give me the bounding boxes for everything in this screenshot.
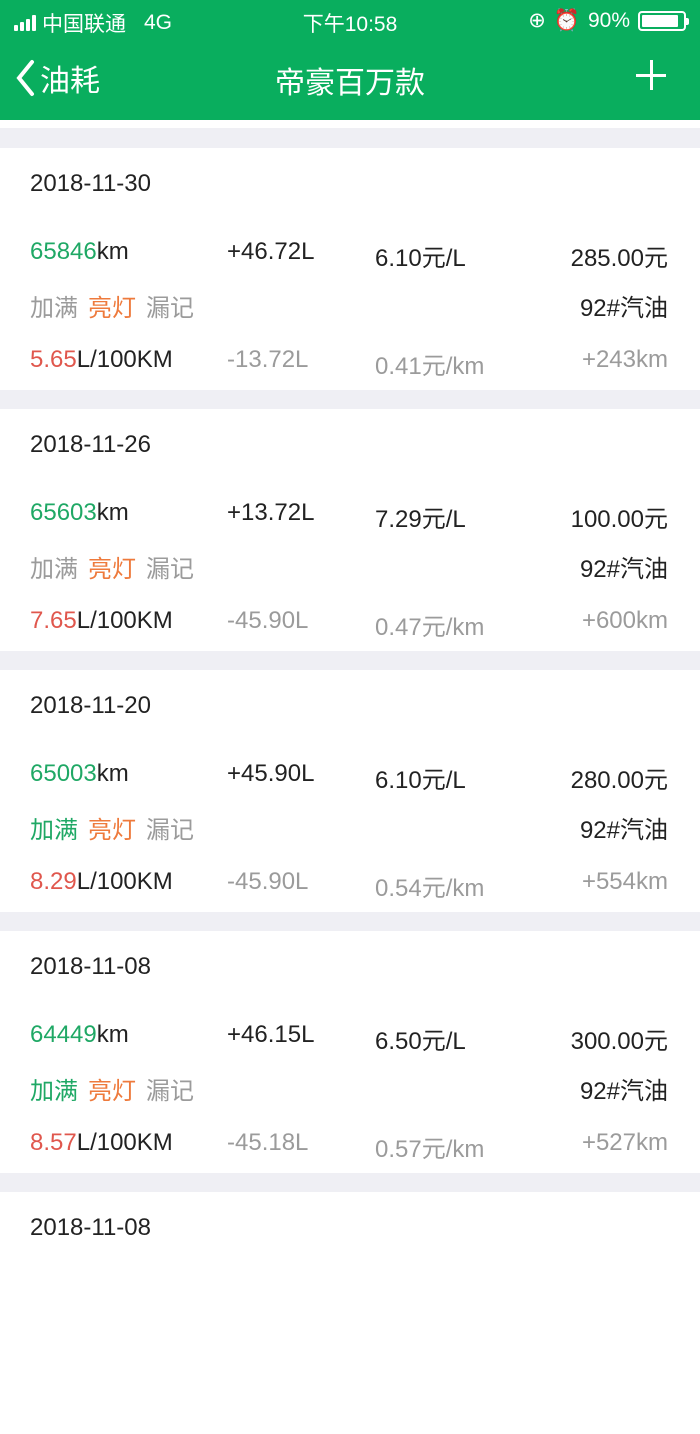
tags: 加满 亮灯 漏记 bbox=[30, 288, 204, 323]
fuel-type: 92#汽油 bbox=[579, 295, 668, 322]
tag-light: 亮灯 bbox=[88, 295, 136, 322]
consumption: 5.65L/100KM bbox=[30, 346, 173, 374]
volume: +45.90L bbox=[227, 760, 315, 787]
record-date: 2018-11-30 bbox=[30, 170, 151, 197]
chevron-left-icon bbox=[16, 60, 34, 96]
divider bbox=[0, 120, 700, 128]
fuel-diff: -13.72L bbox=[227, 346, 309, 373]
fuel-type: 92#汽油 bbox=[579, 817, 668, 844]
fuel-type: 92#汽油 bbox=[579, 556, 668, 583]
distance: +527km bbox=[581, 1129, 668, 1156]
record-date: 2018-11-08 bbox=[30, 1214, 151, 1241]
odometer: 65003km bbox=[30, 760, 129, 788]
alarm-icon: ⏰ bbox=[553, 8, 580, 32]
consumption-unit: L/100KM bbox=[76, 607, 173, 634]
battery-icon bbox=[638, 10, 689, 31]
volume: +46.15L bbox=[227, 1021, 315, 1048]
distance: +600km bbox=[581, 607, 668, 634]
cost-per-km: 0.47元/km bbox=[375, 614, 485, 641]
tag-light: 亮灯 bbox=[88, 1078, 136, 1105]
unit-price: 6.10元/L bbox=[375, 767, 466, 794]
fuel-diff: -45.90L bbox=[227, 868, 309, 895]
consumption-value: 8.29 bbox=[30, 868, 77, 895]
tag-full: 加满 bbox=[30, 1078, 78, 1105]
carrier: 中国联通 bbox=[42, 13, 126, 36]
amount: 300.00元 bbox=[570, 1028, 668, 1055]
unit-price: 6.50元/L bbox=[375, 1028, 466, 1055]
odometer: 64449km bbox=[30, 1021, 129, 1049]
tag-full: 加满 bbox=[30, 817, 78, 844]
tags: 加满 亮灯 漏记 bbox=[30, 1071, 204, 1106]
tag-light: 亮灯 bbox=[88, 817, 136, 844]
odometer-unit: km bbox=[96, 760, 129, 787]
record-card[interactable]: 2018-11-08 bbox=[0, 1192, 700, 1434]
back-button[interactable]: 油耗 bbox=[14, 56, 100, 100]
volume: +46.72L bbox=[227, 238, 315, 265]
record-card[interactable]: 2018-11-30 65846km +46.72L 6.10元/L 285.00元加满… bbox=[0, 148, 700, 390]
tag-missed: 漏记 bbox=[146, 1078, 194, 1105]
odometer-value: 65846 bbox=[30, 238, 97, 265]
consumption-unit: L/100KM bbox=[76, 1129, 173, 1156]
unit-price: 6.10元/L bbox=[375, 245, 466, 272]
rotation-lock-icon: ⊕ bbox=[528, 9, 546, 32]
odometer-value: 64449 bbox=[30, 1021, 97, 1048]
tag-full: 加满 bbox=[30, 556, 78, 583]
consumption: 8.29L/100KM bbox=[30, 868, 173, 896]
plus-icon[interactable] bbox=[636, 60, 666, 90]
nav-bar: 油耗 帝豪百万款 bbox=[0, 50, 700, 106]
battery-percent: 90% bbox=[587, 8, 630, 32]
tag-full: 加满 bbox=[30, 295, 78, 322]
fuel-diff: -45.90L bbox=[227, 607, 309, 634]
tag-missed: 漏记 bbox=[146, 295, 194, 322]
page-title: 帝豪百万款 bbox=[275, 67, 425, 100]
consumption-unit: L/100KM bbox=[76, 346, 173, 373]
record-date: 2018-11-26 bbox=[30, 431, 151, 458]
tags: 加满 亮灯 漏记 bbox=[30, 549, 204, 584]
consumption: 7.65L/100KM bbox=[30, 607, 173, 635]
record-card[interactable]: 2018-11-20 65003km +45.90L 6.10元/L 280.00元加满… bbox=[0, 670, 700, 912]
consumption: 8.57L/100KM bbox=[30, 1129, 173, 1157]
fuel-diff: -45.18L bbox=[227, 1129, 309, 1156]
odometer-unit: km bbox=[96, 499, 129, 526]
volume: +13.72L bbox=[227, 499, 315, 526]
signal-icon bbox=[14, 15, 36, 31]
consumption-value: 7.65 bbox=[30, 607, 77, 634]
odometer: 65846km bbox=[30, 238, 129, 266]
consumption-value: 8.57 bbox=[30, 1129, 77, 1156]
tags: 加满 亮灯 漏记 bbox=[30, 810, 204, 845]
header: 中国联通 4G 下午10:58 ⊕ ⏰ 90% 油耗 帝豪百万款 bbox=[0, 0, 700, 120]
odometer-unit: km bbox=[96, 1021, 129, 1048]
distance: +243km bbox=[581, 346, 668, 373]
consumption-value: 5.65 bbox=[30, 346, 77, 373]
odometer-value: 65603 bbox=[30, 499, 97, 526]
odometer-value: 65003 bbox=[30, 760, 97, 787]
consumption-unit: L/100KM bbox=[76, 868, 173, 895]
unit-price: 7.29元/L bbox=[375, 506, 466, 533]
clock: 下午10:58 bbox=[302, 13, 398, 36]
tag-missed: 漏记 bbox=[146, 556, 194, 583]
back-label: 油耗 bbox=[40, 65, 100, 98]
record-card[interactable]: 2018-11-08 64449km +46.15L 6.50元/L 300.00元加满… bbox=[0, 931, 700, 1173]
cost-per-km: 0.54元/km bbox=[375, 875, 485, 902]
cost-per-km: 0.41元/km bbox=[375, 353, 485, 380]
odometer: 65603km bbox=[30, 499, 129, 527]
distance: +554km bbox=[581, 868, 668, 895]
cost-per-km: 0.57元/km bbox=[375, 1136, 485, 1163]
status-bar: 中国联通 4G 下午10:58 ⊕ ⏰ 90% bbox=[0, 6, 700, 36]
record-card[interactable]: 2018-11-26 65603km +13.72L 7.29元/L 100.00元加满… bbox=[0, 409, 700, 651]
amount: 280.00元 bbox=[570, 767, 668, 794]
amount: 285.00元 bbox=[570, 245, 668, 272]
record-date: 2018-11-20 bbox=[30, 692, 151, 719]
network: 4G bbox=[144, 11, 173, 34]
odometer-unit: km bbox=[96, 238, 129, 265]
tag-light: 亮灯 bbox=[88, 556, 136, 583]
fuel-type: 92#汽油 bbox=[579, 1078, 668, 1105]
record-date: 2018-11-08 bbox=[30, 953, 151, 980]
amount: 100.00元 bbox=[570, 506, 668, 533]
tag-missed: 漏记 bbox=[146, 817, 194, 844]
